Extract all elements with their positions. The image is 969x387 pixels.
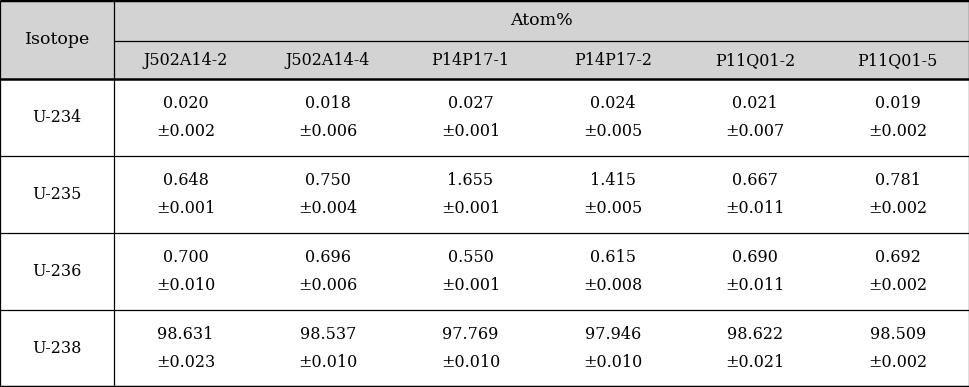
Text: ±0.002: ±0.002 [868,123,927,140]
Bar [114,41,257,79]
Text: ±0.001: ±0.001 [156,200,215,217]
Text: ±0.011: ±0.011 [726,277,785,294]
Text: 0.024: 0.024 [590,95,636,112]
Text: 97.769: 97.769 [442,326,499,343]
Bar [0,79,969,156]
Text: ±0.006: ±0.006 [298,277,358,294]
Bar [542,41,684,79]
Text: 0.692: 0.692 [875,249,921,266]
Text: P14P17-2: P14P17-2 [574,52,652,69]
Text: ±0.002: ±0.002 [868,354,927,371]
Text: 0.648: 0.648 [163,172,208,189]
Bar [399,41,542,79]
Bar [257,41,399,79]
Text: ±0.008: ±0.008 [583,277,642,294]
Text: 0.020: 0.020 [163,95,208,112]
Text: 98.537: 98.537 [299,326,357,343]
Text: 1.415: 1.415 [590,172,636,189]
Text: ±0.010: ±0.010 [441,354,500,371]
Bar [827,41,969,79]
Text: 0.019: 0.019 [875,95,921,112]
Text: 0.781: 0.781 [875,172,921,189]
Text: 0.690: 0.690 [733,249,778,266]
Text: 1.655: 1.655 [448,172,493,189]
Text: P11Q01-5: P11Q01-5 [858,52,938,69]
Text: Isotope: Isotope [24,31,90,48]
Text: ±0.001: ±0.001 [441,200,500,217]
Text: Atom%: Atom% [511,12,573,29]
Text: ±0.001: ±0.001 [441,277,500,294]
Text: 0.750: 0.750 [305,172,351,189]
Text: ±0.004: ±0.004 [298,200,358,217]
Text: 98.622: 98.622 [728,326,783,343]
Text: ±0.007: ±0.007 [726,123,785,140]
Text: ±0.001: ±0.001 [441,123,500,140]
Text: 0.018: 0.018 [305,95,351,112]
Text: ±0.010: ±0.010 [583,354,642,371]
Text: ±0.021: ±0.021 [726,354,785,371]
Bar [0,233,969,310]
Text: U-234: U-234 [33,109,81,126]
Text: ±0.010: ±0.010 [298,354,358,371]
Text: ±0.002: ±0.002 [156,123,215,140]
Bar [0,156,969,233]
Text: 0.615: 0.615 [590,249,636,266]
Text: U-238: U-238 [33,340,81,357]
Text: ±0.011: ±0.011 [726,200,785,217]
Text: U-236: U-236 [33,263,81,280]
Text: 0.021: 0.021 [733,95,778,112]
Bar [0,0,114,79]
Bar [0,310,969,387]
Text: ±0.002: ±0.002 [868,277,927,294]
Text: 0.027: 0.027 [448,95,493,112]
Text: P11Q01-2: P11Q01-2 [715,52,796,69]
Text: J502A14-4: J502A14-4 [286,52,370,69]
Text: 0.700: 0.700 [163,249,208,266]
Text: 0.696: 0.696 [305,249,351,266]
Text: 98.631: 98.631 [157,326,214,343]
Text: ±0.010: ±0.010 [156,277,215,294]
Text: ±0.002: ±0.002 [868,200,927,217]
Text: 0.667: 0.667 [733,172,778,189]
Text: ±0.005: ±0.005 [583,200,642,217]
Text: P14P17-1: P14P17-1 [431,52,510,69]
Bar [684,41,827,79]
Text: 98.509: 98.509 [869,326,926,343]
Text: ±0.023: ±0.023 [156,354,215,371]
Bar [114,0,969,41]
Text: ±0.005: ±0.005 [583,123,642,140]
Text: 97.946: 97.946 [584,326,641,343]
Text: 0.550: 0.550 [448,249,493,266]
Text: ±0.006: ±0.006 [298,123,358,140]
Text: J502A14-2: J502A14-2 [143,52,228,69]
Text: U-235: U-235 [33,186,81,203]
